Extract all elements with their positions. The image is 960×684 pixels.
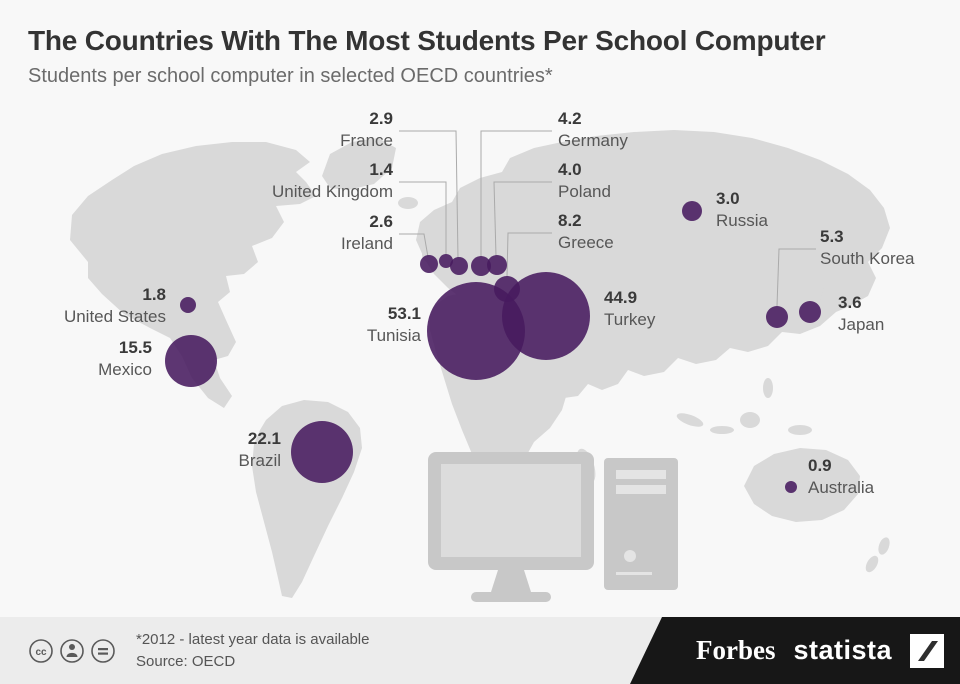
bubble-ireland bbox=[420, 255, 438, 273]
leader-greece bbox=[506, 232, 552, 278]
tower-button bbox=[624, 550, 636, 562]
attribution-icon bbox=[60, 638, 84, 663]
continent-north-america bbox=[70, 142, 316, 408]
bubble-poland bbox=[487, 255, 507, 275]
creative-commons-icons: cc bbox=[29, 638, 115, 663]
bubble-australia bbox=[785, 481, 797, 493]
leader-poland bbox=[493, 181, 552, 257]
leader-ireland bbox=[399, 233, 429, 258]
continent-australia bbox=[744, 448, 860, 522]
svg-text:cc: cc bbox=[35, 647, 47, 658]
leader-lines bbox=[399, 130, 816, 307]
no-derivatives-icon bbox=[91, 638, 115, 663]
island-new-zealand-north bbox=[878, 537, 890, 555]
bubble-turkey bbox=[502, 272, 590, 360]
tower-slot-1 bbox=[616, 470, 666, 479]
forbes-logo: Forbes bbox=[695, 635, 776, 665]
leader-france bbox=[399, 130, 459, 259]
monitor-neck bbox=[491, 570, 531, 592]
island-new-zealand-south bbox=[865, 555, 879, 573]
page-title: The Countries With The Most Students Per… bbox=[28, 25, 826, 56]
bubble-tunisia bbox=[427, 282, 525, 380]
tower-vent bbox=[616, 572, 652, 575]
monitor-base bbox=[471, 592, 551, 602]
bubble-mexico bbox=[165, 335, 217, 387]
brand-bar: Forbes statista bbox=[630, 617, 960, 684]
footnote: *2012 - latest year data is available bbox=[136, 630, 370, 648]
footer: cc *2012 - latest year data is available… bbox=[0, 617, 960, 684]
island-java bbox=[710, 426, 734, 434]
bubble-united-kingdom bbox=[439, 254, 453, 268]
island-borneo bbox=[740, 412, 760, 428]
footer-left: cc *2012 - latest year data is available… bbox=[28, 617, 369, 684]
bubble-japan bbox=[799, 301, 821, 323]
page-subtitle: Students per school computer in selected… bbox=[28, 65, 553, 87]
island-philippines bbox=[763, 378, 773, 398]
bubble-france bbox=[450, 257, 468, 275]
source: Source: OECD bbox=[136, 652, 236, 670]
leader-south-korea bbox=[776, 248, 816, 307]
computer-illustration bbox=[428, 452, 678, 602]
island-iceland bbox=[398, 197, 418, 209]
cc-icon bbox=[29, 638, 53, 663]
header: The Countries With The Most Students Per… bbox=[0, 0, 960, 88]
bubble-united-states bbox=[180, 297, 196, 313]
leader-germany bbox=[480, 130, 552, 257]
leader-united-kingdom bbox=[399, 181, 447, 255]
tower-slot-2 bbox=[616, 485, 666, 494]
bubble-south-korea bbox=[766, 306, 788, 328]
statista-logo bbox=[910, 633, 944, 668]
footer-text: *2012 - latest year data is available So… bbox=[136, 629, 369, 673]
island-sumatra bbox=[676, 413, 704, 427]
bubble-brazil bbox=[291, 421, 353, 483]
statista-wordmark: statista bbox=[793, 635, 892, 665]
island-newguinea bbox=[788, 425, 812, 435]
bubble-germany bbox=[471, 256, 491, 276]
island-greenland bbox=[322, 138, 396, 190]
bubble-russia bbox=[682, 201, 702, 221]
bubble-layer bbox=[165, 201, 821, 493]
monitor-screen bbox=[441, 464, 581, 557]
bubble-greece bbox=[494, 276, 520, 302]
